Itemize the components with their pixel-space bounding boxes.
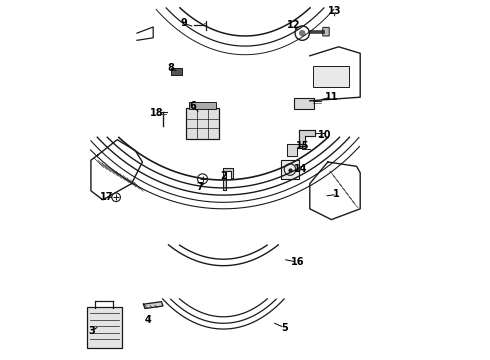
Text: 4: 4 [145,315,151,325]
Text: 17: 17 [99,192,113,202]
Text: 5: 5 [281,323,288,333]
FancyBboxPatch shape [314,66,349,87]
Circle shape [299,30,305,36]
FancyBboxPatch shape [281,160,299,179]
FancyBboxPatch shape [171,68,182,75]
Polygon shape [91,140,143,200]
FancyBboxPatch shape [294,98,314,109]
Text: 12: 12 [287,20,300,30]
Text: 10: 10 [318,130,331,140]
Text: 16: 16 [291,257,304,267]
FancyBboxPatch shape [189,102,216,109]
Text: 9: 9 [180,18,187,28]
Polygon shape [144,302,163,309]
Polygon shape [223,168,233,190]
Text: 8: 8 [168,63,174,73]
FancyBboxPatch shape [186,108,219,139]
FancyBboxPatch shape [87,307,122,348]
Polygon shape [299,130,315,146]
Text: 13: 13 [328,6,342,16]
Text: 1: 1 [333,189,340,199]
Text: 6: 6 [190,101,196,111]
FancyBboxPatch shape [323,27,329,36]
Text: 14: 14 [294,164,308,174]
Text: 3: 3 [89,326,96,336]
Polygon shape [310,47,360,101]
Text: 7: 7 [196,182,203,192]
Text: 18: 18 [150,108,164,118]
Text: 15: 15 [296,141,309,151]
Text: 11: 11 [325,92,338,102]
Text: 2: 2 [220,171,227,181]
Polygon shape [310,162,360,220]
Polygon shape [288,144,302,156]
